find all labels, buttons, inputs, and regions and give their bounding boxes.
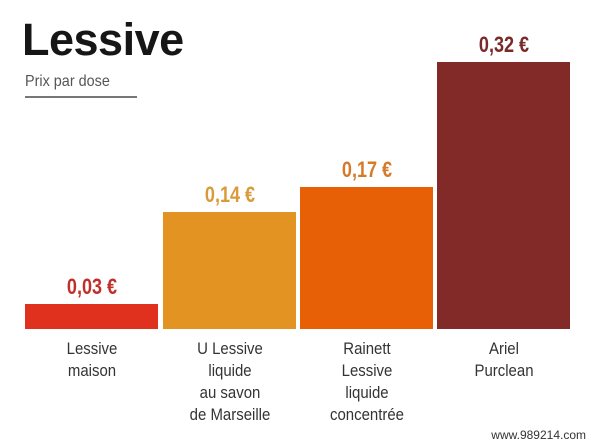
category-label: Lessive maison <box>66 339 117 380</box>
bar-value-label: 0,03 € <box>66 274 117 299</box>
chart-subtitle: Prix par dose <box>25 73 110 90</box>
bar-4 <box>437 62 570 329</box>
category-label: Rainett Lessive liquide concentrée <box>329 339 404 424</box>
bar-value-label: 0,14 € <box>204 182 255 207</box>
bar-1 <box>25 304 158 329</box>
bar-3 <box>300 187 433 329</box>
category-label: Ariel Purclean <box>473 339 534 380</box>
bar-2 <box>163 212 296 329</box>
chart-title: Lessive <box>22 14 184 65</box>
subtitle-underline <box>25 96 137 98</box>
watermark: www.989214.com <box>491 428 586 442</box>
category-label: U Lessive liquide au savon de Marseille <box>189 339 270 424</box>
bar-value-label: 0,32 € <box>478 32 529 57</box>
bar-value-label: 0,17 € <box>341 157 392 182</box>
